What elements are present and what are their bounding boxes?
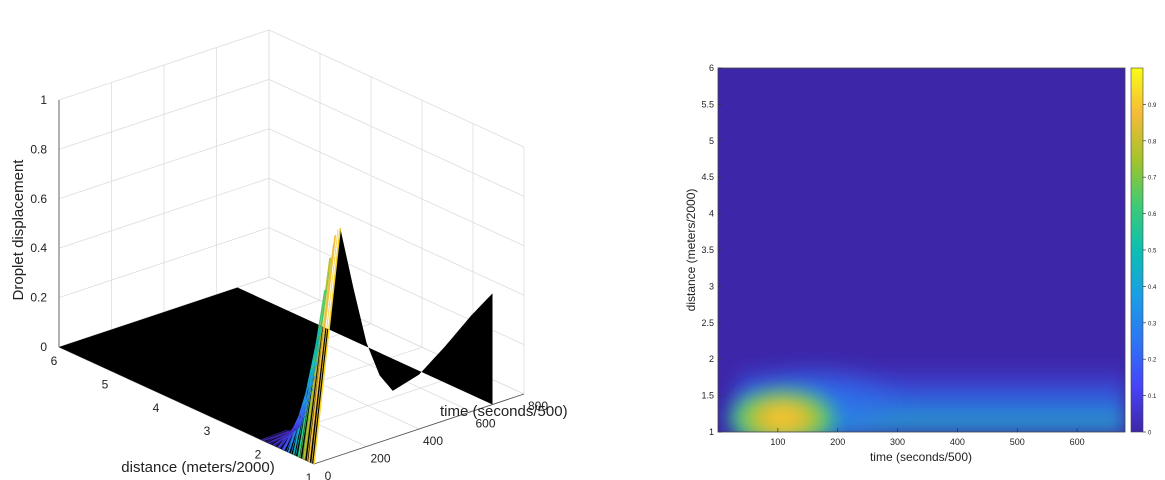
- time-tick-label: 400: [423, 434, 443, 448]
- z-tick-label: 0.6: [30, 192, 47, 206]
- heatmap-x-tick-label: 200: [830, 437, 845, 447]
- heatmap-peak: [725, 386, 841, 432]
- z-tick-label: 0.4: [30, 241, 47, 255]
- z-axis-label: Droplet displacement: [10, 159, 27, 301]
- heatmap-y-tick-label: 3: [709, 281, 714, 291]
- distance-tick-label: 3: [204, 424, 211, 438]
- surface-curtain-line: [287, 364, 316, 453]
- surface-mesh: [59, 227, 493, 465]
- grid-line-back-z: [58, 79, 270, 150]
- heatmap-y-tick-label: 1.5: [701, 391, 714, 401]
- distance-tick-label: 4: [153, 401, 160, 415]
- heatmap-x-axis-label: time (seconds/500): [870, 450, 972, 464]
- z-tick-label: 0: [40, 340, 47, 354]
- time-axis-line: [313, 393, 525, 465]
- heatmap-plot: 100 200 300 400 500 60011.522.533.544.555.56 …: [684, 63, 1157, 464]
- colorbar-tick-label: 0.8: [1148, 139, 1157, 145]
- colorbar-tick-label: 0.5: [1148, 249, 1157, 255]
- z-tick-label: 0.2: [30, 291, 47, 305]
- heatmap-y-tick-label: 5.5: [701, 99, 714, 109]
- colorbar-tick-label: 0.3: [1148, 321, 1157, 327]
- surface-curtain-line: [311, 229, 339, 463]
- heatmap-x-tick-label: 300: [890, 437, 905, 447]
- heatmap-y-tick-label: 4.5: [701, 172, 714, 182]
- colorbar: [1130, 67, 1144, 433]
- colorbar-tick-label: 0.9: [1148, 103, 1157, 109]
- grid-line-back-z: [58, 227, 270, 298]
- surface-body: [59, 228, 493, 464]
- time-tick-label: 200: [370, 452, 390, 466]
- surface-curtain-line: [261, 429, 288, 441]
- heatmap-y-tick-label: 4: [709, 209, 714, 219]
- surface-curtain-line: [263, 429, 290, 442]
- heatmap-y-tick-label: 1: [709, 427, 714, 437]
- heatmap-y-tick-label: 2.5: [701, 318, 714, 328]
- heatmap-ticks: 100 200 300 400 500 600 1 1.5 2 2.5 3 3.5 4 4.5 5 5.5 6: [701, 63, 1084, 447]
- distance-tick-label: 2: [255, 448, 262, 462]
- distance-tick-label: 5: [102, 377, 109, 391]
- colorbar-tick-label: 0.1: [1148, 394, 1157, 400]
- grid-line-side-z: [268, 177, 525, 296]
- colorbar-tick-label: 0: [1148, 431, 1152, 437]
- surface-curtain-line: [306, 244, 334, 461]
- z-tick-label: 1: [40, 93, 47, 107]
- grid-line-back-z: [58, 177, 270, 249]
- colorbar-tick-label: 0.2: [1148, 358, 1157, 364]
- grid-line-side-z: [268, 29, 525, 148]
- grid-line-back-z: [58, 29, 270, 101]
- heatmap-y-tick-label: 2: [709, 354, 714, 364]
- grid-line-side-z: [268, 79, 525, 197]
- heatmap-x-tick-label: 100: [770, 437, 785, 447]
- colorbar-ticks: 0 0.1 0.2 0.3 0.4 0.5 0.6 0.7 0.8 0.9: [1143, 103, 1157, 437]
- z-tick-label: 0.8: [30, 142, 47, 156]
- heatmap-y-tick-label: 6: [709, 63, 714, 73]
- heatmap-x-tick-label: 600: [1070, 437, 1085, 447]
- grid-line-back-z: [58, 128, 270, 200]
- surface-curtain-line: [270, 428, 297, 445]
- heatmap-y-tick-label: 5: [709, 136, 714, 146]
- surface-curtain-line: [267, 429, 295, 444]
- y-axis-label: distance (meters/2000): [121, 459, 274, 476]
- distance-tick-label: 1: [306, 471, 313, 480]
- distance-tick-label: 6: [51, 354, 58, 368]
- heatmap-x-tick-label: 400: [950, 437, 965, 447]
- surface-curtain-line: [308, 234, 337, 462]
- x-axis-label: time (seconds/500): [440, 403, 568, 420]
- time-tick-label: 800: [528, 399, 548, 413]
- colorbar-tick-label: 0.7: [1148, 176, 1157, 182]
- heatmap-x-tick-label: 500: [1010, 437, 1025, 447]
- grid-line-side-z: [268, 128, 525, 247]
- colorbar-tick-label: 0.6: [1148, 212, 1157, 218]
- heatmap-field: [718, 68, 1125, 432]
- colorbar-tick-label: 0.4: [1148, 285, 1157, 291]
- heatmap-y-tick-label: 3.5: [701, 245, 714, 255]
- surface-curtain-line: [313, 227, 341, 465]
- time-tick-label: 0: [325, 469, 332, 480]
- surface-curtain-line: [265, 429, 293, 443]
- heatmap-y-axis-label: distance (meters/2000): [684, 189, 698, 312]
- time-tick-label: 600: [475, 417, 495, 431]
